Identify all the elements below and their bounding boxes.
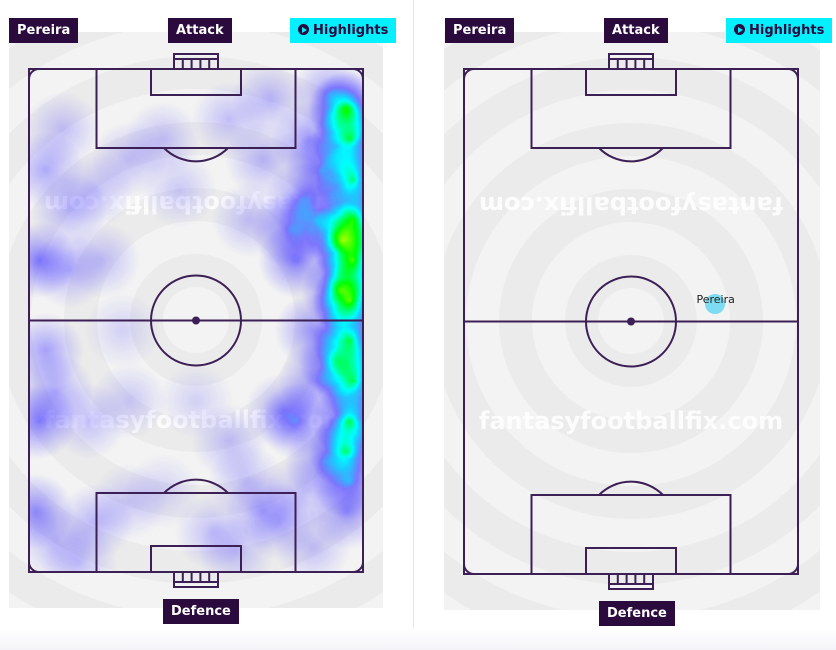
attack-label: Attack <box>168 18 232 43</box>
top-goal <box>608 53 654 70</box>
highlights-label: Highlights <box>749 23 825 38</box>
position-panel: fantasyfootballfix.com fantasyfootballfix… <box>435 0 836 650</box>
top-penalty-box <box>95 68 297 149</box>
top-penalty-arc <box>163 147 229 163</box>
highlights-label: Highlights <box>313 23 389 38</box>
top-penalty-box <box>530 68 732 149</box>
corner-arc <box>787 563 799 575</box>
bottom-penalty-arc <box>163 478 229 494</box>
player-label: Pereira <box>9 18 79 43</box>
page-footer-fade <box>0 628 836 650</box>
play-icon <box>298 24 309 35</box>
corner-arc <box>463 563 475 575</box>
bottom-goal <box>608 573 654 590</box>
heatmap-layer <box>0 0 413 650</box>
player-position-marker[interactable] <box>704 293 725 314</box>
corner-arc <box>352 68 364 80</box>
panel-divider <box>413 0 414 650</box>
player-label: Pereira <box>445 18 515 43</box>
bottom-penalty-box <box>95 492 297 573</box>
corner-arc <box>352 561 364 573</box>
top-six-yard-box <box>585 68 677 96</box>
heatmap-panel: fantasyfootballfix.comfantasyfootballfix… <box>0 0 413 650</box>
player-position-label: Pereira <box>696 292 735 306</box>
corner-arc <box>28 68 40 80</box>
watermark-flipped: fantasyfootballfix.com <box>479 191 783 219</box>
bottom-penalty-box <box>530 494 732 575</box>
pitch-lines <box>463 53 799 590</box>
centre-spot <box>627 317 635 326</box>
highlights-button[interactable]: Highlights <box>726 18 833 43</box>
bottom-six-yard-box <box>150 545 242 573</box>
pitch-lines <box>28 53 364 588</box>
centre-circle <box>585 275 677 368</box>
corner-arc <box>28 561 40 573</box>
corner-arc <box>463 68 475 80</box>
defence-label: Defence <box>163 599 239 624</box>
attack-label: Attack <box>604 18 668 43</box>
centre-circle <box>150 274 242 367</box>
bottom-goal <box>173 571 219 588</box>
top-six-yard-box <box>150 68 242 96</box>
watermark: fantasyfootballfix.com <box>479 407 783 435</box>
highlights-button[interactable]: Highlights <box>290 18 397 43</box>
bottom-penalty-arc <box>598 480 664 496</box>
corner-arc <box>787 68 799 80</box>
top-penalty-arc <box>598 147 664 163</box>
defence-label: Defence <box>599 601 675 626</box>
top-goal <box>173 53 219 70</box>
play-icon <box>734 24 745 35</box>
centre-spot <box>192 316 200 325</box>
bottom-six-yard-box <box>585 547 677 575</box>
